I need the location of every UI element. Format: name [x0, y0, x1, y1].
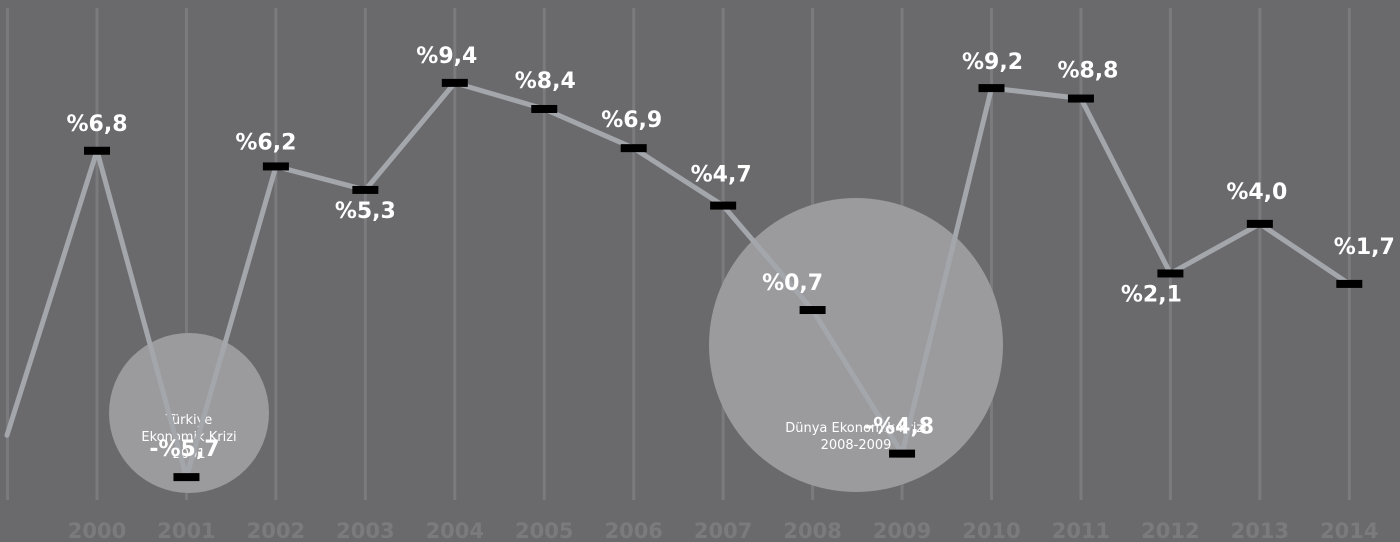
data-point-2010 [978, 84, 1005, 93]
year-tick-2005: 2005 [515, 519, 573, 542]
data-point-2006 [620, 144, 647, 153]
year-tick-2008: 2008 [783, 519, 841, 542]
year-tick-2003: 2003 [336, 519, 394, 542]
data-label-2000: %6,8 [66, 112, 127, 137]
year-tick-2013: 2013 [1231, 519, 1289, 542]
crisis-label: 2008-2009 [821, 438, 892, 453]
data-label-2008: %0,7 [762, 271, 823, 296]
year-tick-2010: 2010 [962, 519, 1020, 542]
year-tick-2009: 2009 [873, 519, 931, 542]
data-point-2002 [262, 162, 289, 171]
year-tick-2006: 2006 [604, 519, 662, 542]
data-markers [84, 78, 1363, 482]
data-label-2006: %6,9 [601, 108, 662, 133]
year-tick-2001: 2001 [157, 519, 215, 542]
year-tick-2004: 2004 [426, 519, 484, 542]
series-line [4, 80, 1352, 480]
year-tick-2000: 2000 [68, 519, 126, 542]
data-label-2009: -%4,8 [864, 415, 934, 440]
crisis-label: Ekonomik Krizi [141, 430, 236, 445]
data-point-2003 [352, 185, 379, 194]
data-point-2001 [173, 473, 200, 482]
data-label-2014: %1,7 [1334, 235, 1395, 260]
year-tick-2007: 2007 [694, 519, 752, 542]
data-label-2010: %9,2 [962, 50, 1023, 75]
data-label-2013: %4,0 [1226, 180, 1287, 205]
data-point-2009 [889, 449, 916, 458]
data-label-2003: %5,3 [335, 199, 396, 224]
data-point-2014 [1336, 279, 1363, 288]
year-tick-2011: 2011 [1052, 519, 1110, 542]
data-point-2007 [710, 201, 737, 210]
crisis-circle [109, 333, 269, 493]
year-tick-2002: 2002 [247, 519, 305, 542]
data-label-2007: %4,7 [691, 163, 752, 188]
year-tick-2014: 2014 [1320, 519, 1378, 542]
x-axis-labels: 2000 2001 2002 2003 2004 2005 2006 2007 2008 2009… [68, 519, 1379, 542]
data-point-2012 [1157, 269, 1184, 278]
data-label-2012: %2,1 [1121, 282, 1182, 307]
data-label-2011: %8,8 [1057, 59, 1118, 84]
year-tick-2012: 2012 [1141, 519, 1199, 542]
series-line-path [4, 80, 1352, 480]
data-point-2000 [84, 146, 110, 155]
data-point-2008 [799, 306, 826, 315]
data-point-2011 [1067, 94, 1094, 103]
data-point-2005 [531, 104, 558, 113]
data-label-2002: %6,2 [235, 130, 296, 155]
data-label-2005: %8,4 [515, 69, 576, 94]
data-point-2004 [441, 78, 468, 87]
data-label-2001: -%5,7 [149, 437, 219, 462]
data-label-2004: %9,4 [416, 44, 477, 69]
value-labels: %6,8 -%5,7 %6,2 %5,3 %9,4 %8,4 %6,9 %4,7 %0,7 -%4… [66, 44, 1394, 462]
data-point-2013 [1246, 219, 1273, 228]
